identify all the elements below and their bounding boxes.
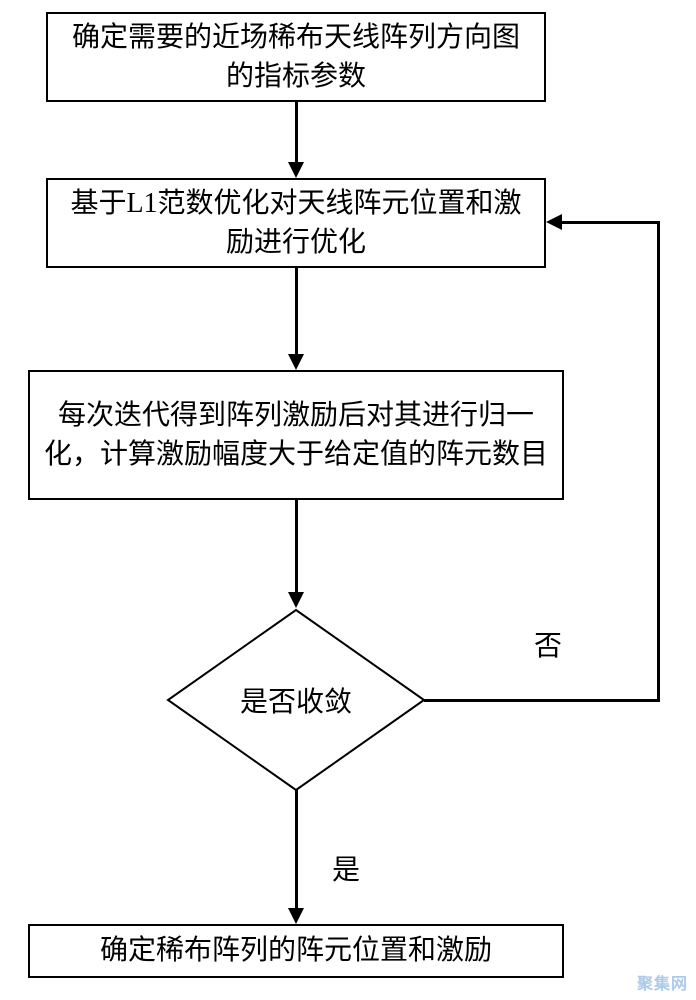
edge-3-d-head xyxy=(288,592,304,608)
step-2-box: 基于L1范数优化对天线阵元位置和激励进行优化 xyxy=(46,178,546,268)
edge-d-4-line xyxy=(295,790,298,908)
step-3-text: 每次迭代得到阵列激励后对其进行归一化，计算激励幅度大于给定值的阵元数目 xyxy=(42,396,550,474)
edge-feedback-h1 xyxy=(424,699,660,702)
edge-1-2-line xyxy=(295,102,298,162)
step-4-box: 确定稀布阵列的阵元位置和激励 xyxy=(28,924,564,978)
watermark-text: 聚集网 xyxy=(637,970,688,994)
edge-2-3-line xyxy=(295,268,298,354)
edge-d-4-head xyxy=(288,908,304,924)
edge-feedback-head xyxy=(546,214,562,230)
step-3-box: 每次迭代得到阵列激励后对其进行归一化，计算激励幅度大于给定值的阵元数目 xyxy=(28,370,564,500)
label-yes: 是 xyxy=(332,848,360,888)
edge-3-d-line xyxy=(295,500,298,592)
step-2-text: 基于L1范数优化对天线阵元位置和激励进行优化 xyxy=(60,184,532,262)
edge-1-2-head xyxy=(288,162,304,178)
decision-box: 是否收敛 xyxy=(166,608,426,792)
edge-feedback-h2 xyxy=(562,221,660,224)
step-1-text: 确定需要的近场稀布天线阵列方向图的指标参数 xyxy=(60,18,532,96)
edge-2-3-head xyxy=(288,354,304,370)
decision-text: 是否收敛 xyxy=(240,680,352,720)
step-1-box: 确定需要的近场稀布天线阵列方向图的指标参数 xyxy=(46,12,546,102)
label-no: 否 xyxy=(534,624,562,664)
edge-feedback-v xyxy=(657,221,660,702)
step-4-text: 确定稀布阵列的阵元位置和激励 xyxy=(100,931,492,970)
